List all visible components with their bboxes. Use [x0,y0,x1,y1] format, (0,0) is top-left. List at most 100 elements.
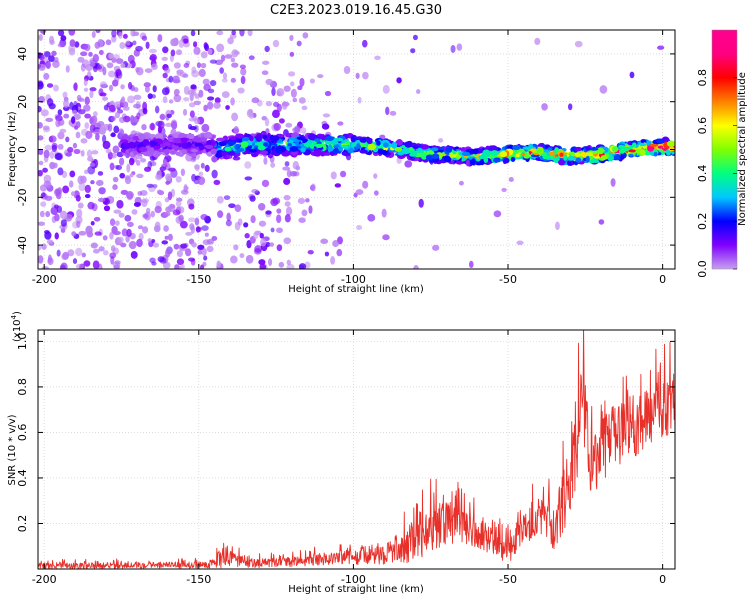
spectrogram-noise-blob [261,70,269,76]
spectrogram-noise-blob [362,71,369,80]
spectrogram-noise-blob [240,75,246,85]
spectrogram-noise-blob [65,136,70,143]
spectrogram-signal-blob [391,141,398,149]
spectrogram-noise-blob [63,99,69,108]
spectrogram-signal-blob [334,137,343,142]
spectrogram-noise-blob [234,204,242,212]
spectrogram-noise-blob [264,45,270,53]
spectrogram-noise-blob [73,149,81,155]
spectrogram-noise-blob [76,208,83,218]
spectrogram-noise-blob [80,263,85,269]
spectrogram-noise-blob [247,30,253,37]
spectrogram-noise-blob [207,96,215,101]
spectrogram-noise-blob [38,105,42,113]
spectrogram-noise-blob [299,77,305,87]
spectrogram-noise-blob [237,218,243,226]
spectrogram-noise-blob [190,84,197,90]
spectrogram-noise-blob [83,260,91,267]
spectrogram-noise-blob [132,31,140,37]
spectrogram-noise-blob [126,163,131,173]
spectrogram-signal-blob [622,146,632,151]
spectrogram-noise-blob [78,182,86,192]
spectrogram-noise-blob [85,130,93,140]
spectrogram-noise-blob [324,251,330,257]
spectrogram-signal-blob [211,155,218,163]
spectrogram-noise-blob [125,41,131,46]
spectrogram-signal-blob [537,143,545,148]
spectrogram-noise-blob [285,206,293,216]
spectrogram-signal-blob [461,157,467,161]
spectrogram-noise-blob [69,39,76,47]
spectrogram-noise-blob [52,84,59,92]
spectrogram-signal-blob [618,144,625,150]
spectrogram-noise-blob [297,85,303,91]
spectrogram-noise-blob [268,258,273,266]
snr-x-tick-label: -150 [186,573,211,586]
spectrogram-signal-blob [144,139,149,144]
spectrogram-noise-blob [432,244,440,251]
spectrogram-noise-blob [72,142,78,149]
spectrogram-noise-blob [260,238,267,247]
colorbar-tick-label: 0.8 [696,69,709,87]
spectrogram-signal-blob [653,151,658,157]
spectrogram-signal-blob [420,144,429,150]
spectrogram-noise-blob [96,120,105,128]
spectrogram-noise-blob [292,171,300,177]
spectrogram-signal-blob [668,146,675,152]
snr-y-multiplier: (x104) [10,311,23,342]
spectrogram-noise-blob [225,105,230,110]
spectrogram-noise-blob [599,85,608,94]
spectrogram-noise-blob [81,252,86,258]
spectrogram-signal-blob [553,156,560,164]
spectrogram-noise-blob [296,40,302,47]
spectrogram-signal-blob [188,134,195,140]
spectrogram-signal-blob [327,144,333,150]
spectrogram-signal-blob [309,144,315,149]
spectrogram-noise-blob [109,252,117,259]
spectrogram-noise-blob [148,48,157,54]
colorbar-label: Normalized spectral amplitude [737,72,748,226]
spectrogram-noise-blob [404,160,413,168]
spectrogram-noise-blob [156,174,162,181]
spectrogram-noise-blob [93,129,101,135]
spectrogram-noise-blob [113,209,122,214]
spectrogram-noise-blob [175,197,183,202]
spectrogram-noise-blob [157,34,163,43]
spectrogram-noise-blob [109,231,114,240]
spectrogram-noise-blob [374,55,381,61]
spectrogram-noise-blob [57,30,65,37]
spectrogram-noise-blob [84,96,90,105]
spectrogram-signal-blob [350,135,356,143]
spectrogram-signal-blob [315,143,324,149]
spectrogram-signal-blob [173,132,179,140]
spectrogram-noise-blob [118,157,125,166]
spectrogram-noise-blob [168,75,174,83]
spectrogram-noise-blob [224,54,233,59]
spectrogram-noise-blob [74,41,80,48]
spectrogram-noise-blob [38,160,44,166]
spectrogram-noise-blob [71,231,77,237]
spectrogram-noise-blob [206,238,214,245]
spectrogram-signal-blob [570,151,575,157]
spectrogram-signal-blob [510,156,516,162]
spectrogram-noise-blob [59,210,68,220]
spectrogram-noise-blob [116,199,124,209]
spectrogram-signal-blob [271,135,280,142]
spectrogram-noise-blob [516,240,524,246]
spectrogram-noise-blob [150,210,156,218]
spectrogram-noise-blob [258,220,267,227]
spectrogram-noise-blob [290,88,297,98]
spectrogram-noise-blob [373,173,378,179]
spectrogram-noise-blob [114,220,120,227]
spectrogram-noise-blob [174,264,180,269]
spectrogram-signal-blob [470,158,476,166]
spectrogram-noise-blob [80,51,88,57]
spectrogram-noise-blob [107,123,113,132]
spectrogram-noise-blob [126,221,134,227]
spectrogram-signal-blob [210,141,217,145]
spectrogram-noise-blob [382,84,390,94]
spectrogram-signal-blob [639,142,647,147]
spectrogram-noise-blob [276,244,283,252]
spectrogram-signal-blob [263,142,269,147]
spectrogram-noise-blob [295,165,301,171]
